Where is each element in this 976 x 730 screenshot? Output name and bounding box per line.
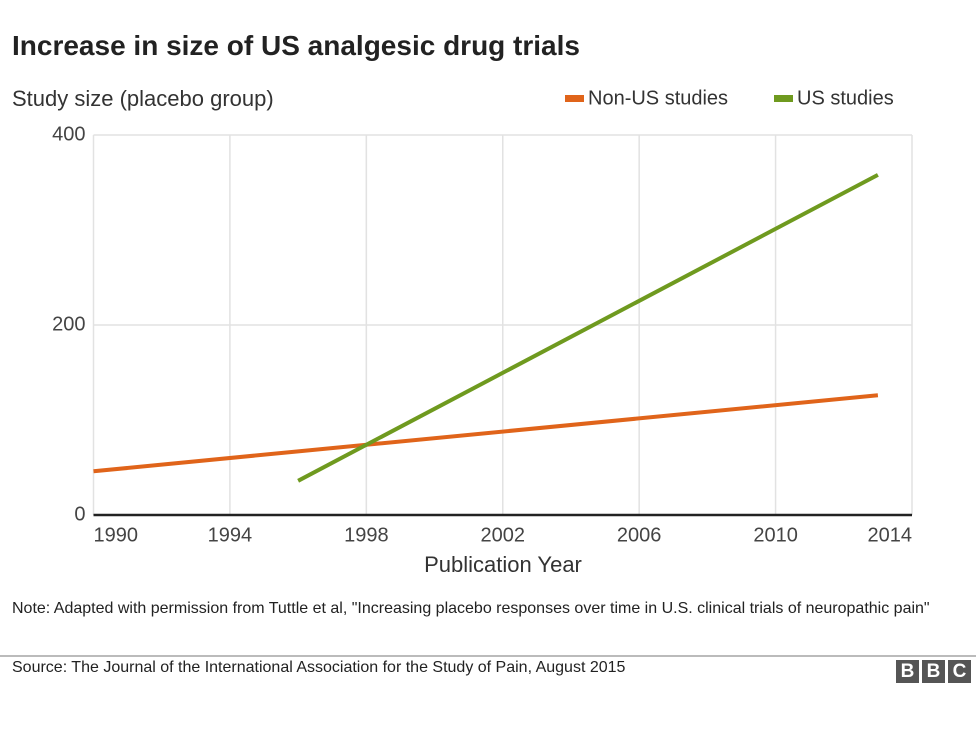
y-tick-label: 200 <box>52 313 85 335</box>
note: Note: Adapted with permission from Tuttl… <box>12 600 930 617</box>
y-tick-label: 400 <box>52 123 85 145</box>
legend-swatch <box>565 95 584 102</box>
x-tick-label: 2010 <box>753 524 798 546</box>
logo-letter: B <box>896 660 919 683</box>
separator <box>0 655 976 657</box>
x-tick-label: 1998 <box>344 524 389 546</box>
x-tick-label: 2006 <box>617 524 662 546</box>
chart: Study size (placebo group) Publication Y… <box>12 86 913 577</box>
logo-letter: B <box>922 660 945 683</box>
line-series <box>297 173 879 483</box>
chart-title: Increase in size of US analgesic drug tr… <box>12 30 580 61</box>
logo: B B C <box>896 660 971 683</box>
legend-label: Non-US studies <box>588 87 728 109</box>
logo-letter: C <box>948 660 971 683</box>
legend-label: US studies <box>797 87 894 109</box>
y-tick-label: 0 <box>74 503 85 525</box>
x-tick-label: 2014 <box>868 524 913 546</box>
y-axis-label: Study size (placebo group) <box>12 86 274 111</box>
line-series <box>93 393 879 474</box>
x-tick-label: 1990 <box>94 524 139 546</box>
x-tick-label: 1994 <box>208 524 253 546</box>
legend-swatch <box>774 95 793 102</box>
source: Source: The Journal of the International… <box>12 659 626 676</box>
x-tick-label: 2002 <box>481 524 526 546</box>
x-axis-label: Publication Year <box>424 552 582 577</box>
